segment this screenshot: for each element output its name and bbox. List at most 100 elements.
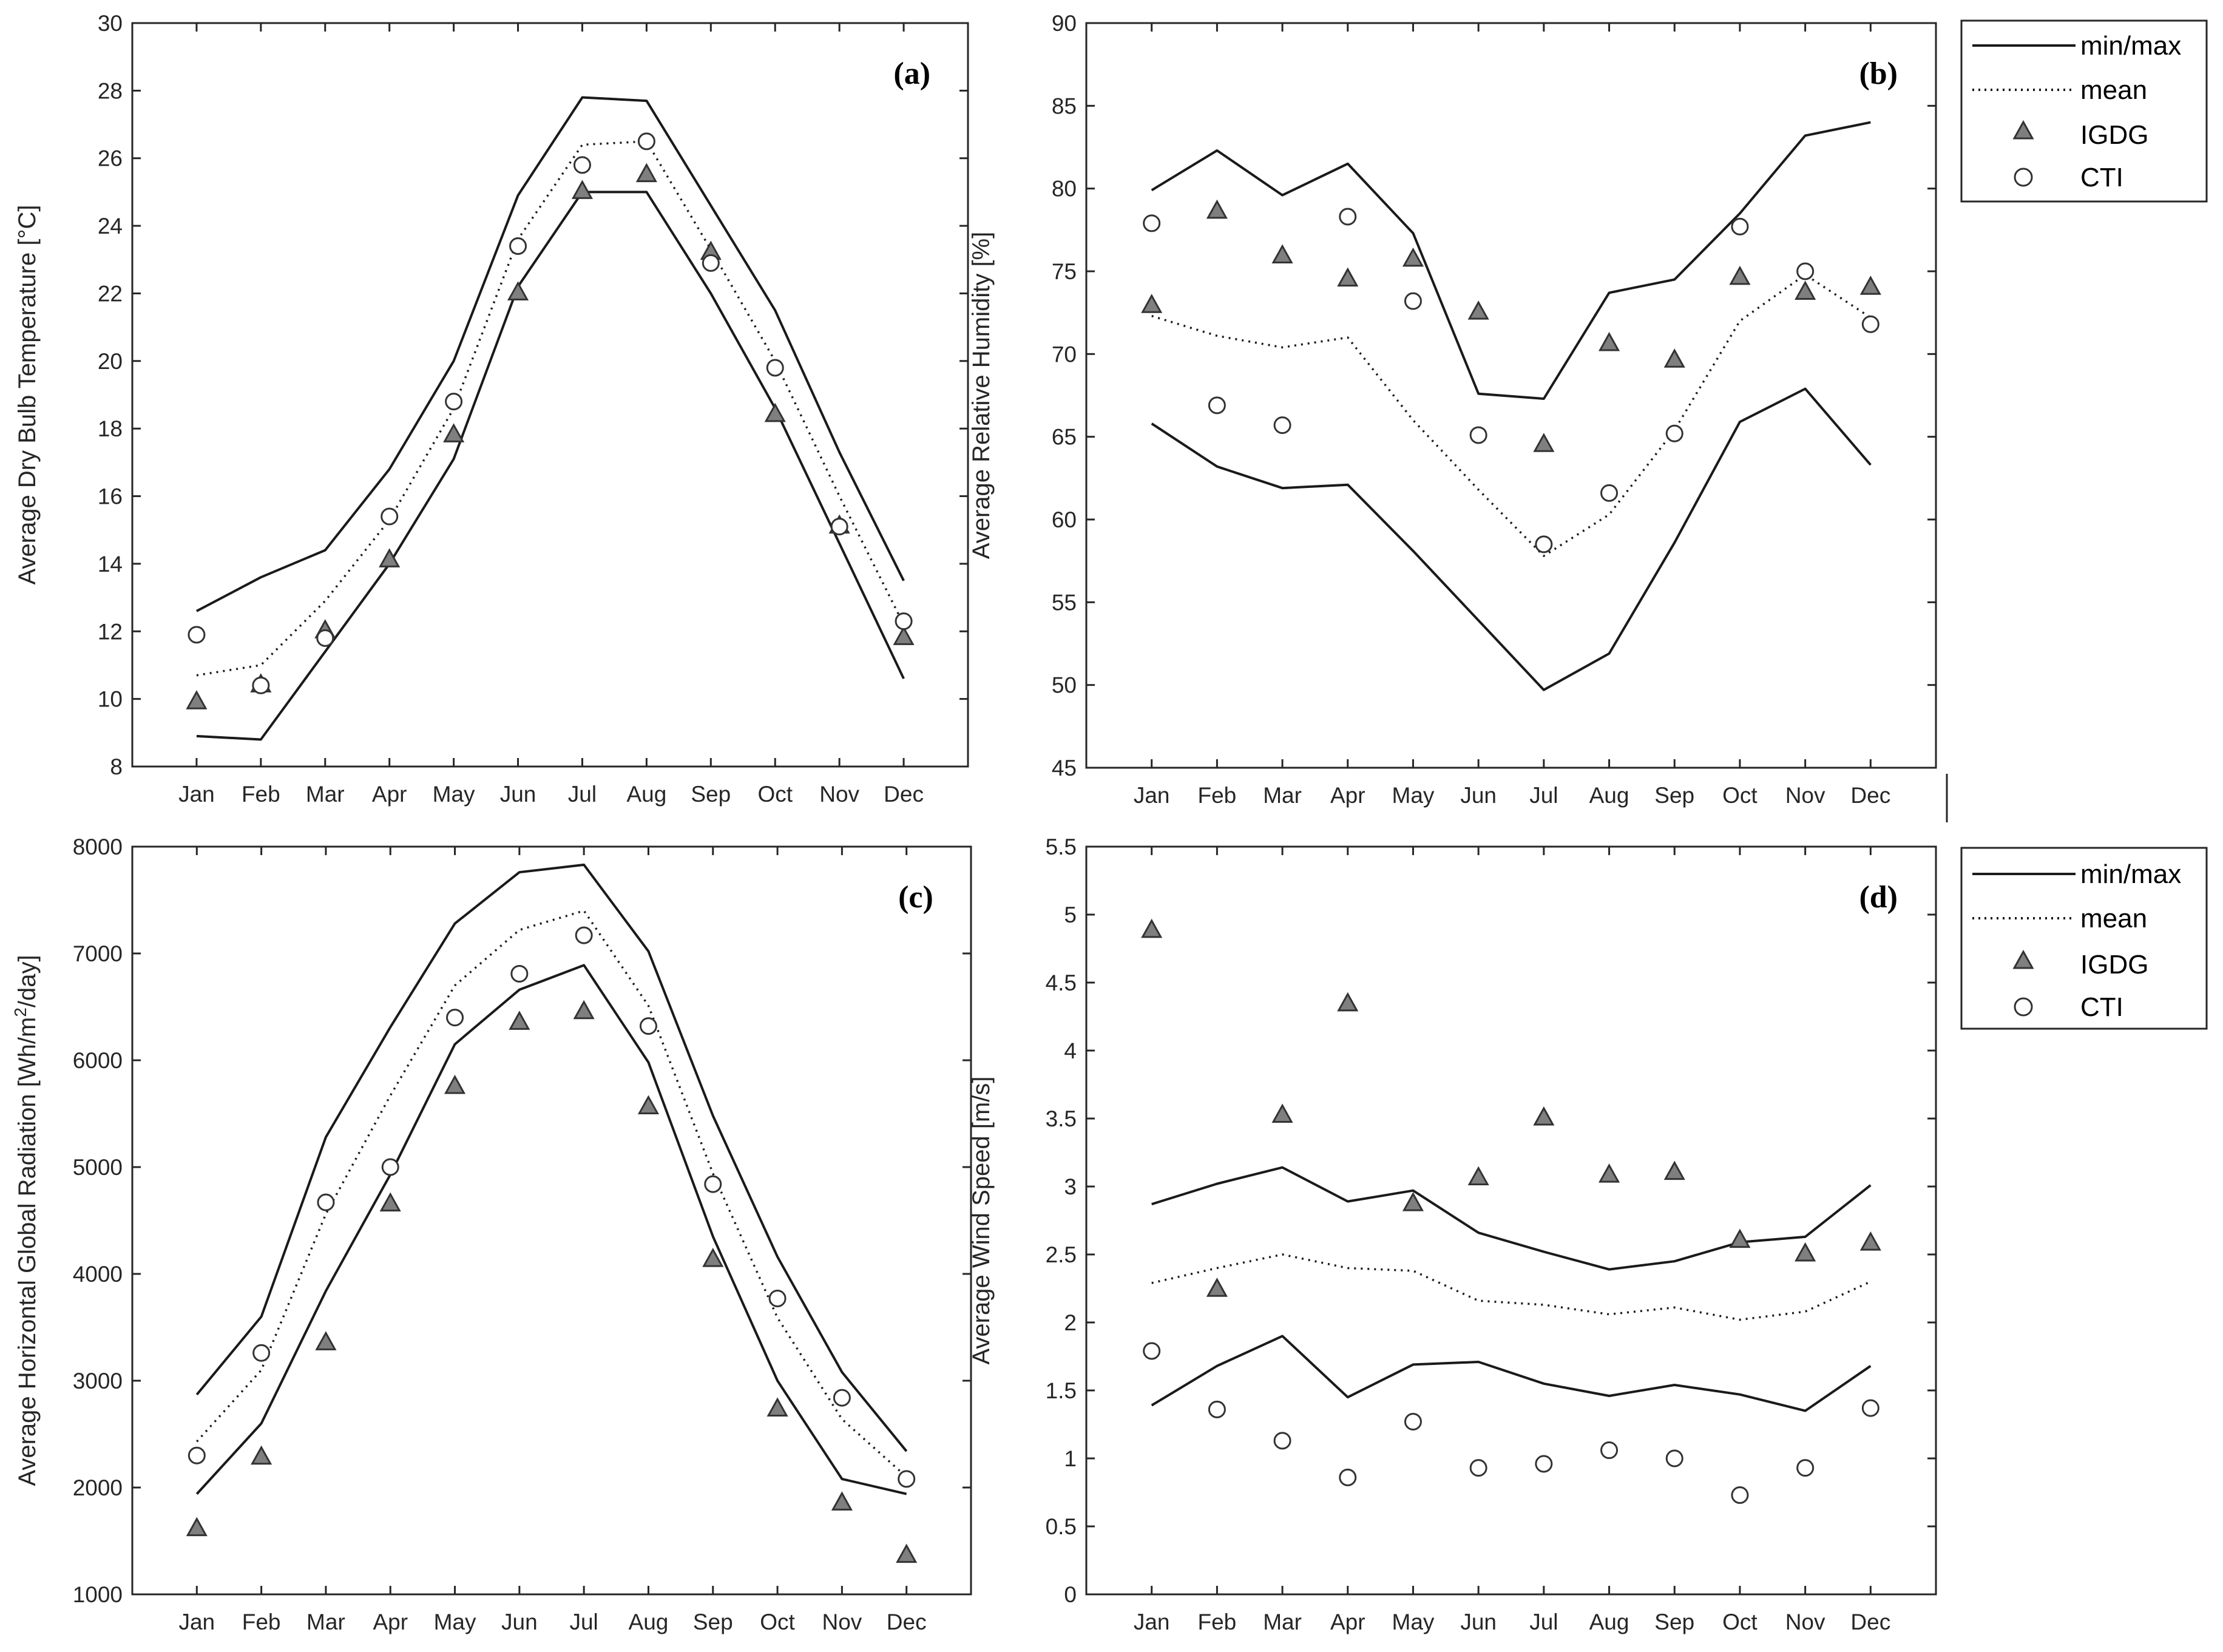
cti-marker-b	[1665, 424, 1683, 442]
y-tick-label-d: 1.5	[1046, 1378, 1077, 1403]
x-tick-label-c: Mar	[306, 1610, 345, 1634]
igdg-marker-c	[766, 1397, 788, 1417]
y-tick-label-b: 80	[1052, 177, 1077, 201]
x-tick-label-a: Dec	[884, 782, 924, 807]
cti-marker-c	[575, 926, 593, 944]
igdg-marker-d	[1271, 1103, 1293, 1123]
igdg-marker-d	[1141, 918, 1163, 938]
igdg-marker-b	[1598, 331, 1620, 351]
cti-marker-c	[833, 1389, 851, 1407]
x-tick-label-a: Feb	[242, 782, 280, 807]
y-tick-label-d: 4.5	[1046, 970, 1077, 995]
y-tick-label-c: 2000	[73, 1475, 123, 1500]
y-tick-label-a: 16	[98, 484, 123, 509]
y-tick-label-a: 18	[98, 416, 123, 441]
x-tick-label-c: Jul	[569, 1610, 598, 1634]
cti-marker-a	[637, 132, 655, 151]
y-tick-label-b: 65	[1052, 425, 1077, 450]
cti-marker-a	[573, 156, 591, 174]
y-tick-label-d: 5.5	[1046, 834, 1077, 859]
y-tick-label-b: 50	[1052, 673, 1077, 698]
igdg-marker-b	[1467, 300, 1489, 320]
igdg-marker-b	[1141, 294, 1163, 313]
series-min-line-d	[1151, 1335, 1872, 1412]
igdg-marker-d	[1859, 1231, 1881, 1251]
cti-marker-c	[510, 964, 529, 983]
x-tick-label-a: May	[433, 782, 475, 807]
cti-marker-d	[1208, 1400, 1226, 1418]
y-tick-label-b: 55	[1052, 590, 1077, 615]
x-tick-label-a: Jan	[178, 782, 215, 807]
panel-a: 8 10 12 14 16 18 20 22 24 26 28 30 Jan Feb Mar Apr May Ju…	[14, 11, 969, 807]
igdg-marker-b	[1533, 433, 1555, 452]
igdg-marker-a	[764, 402, 786, 422]
y-tick-label-b: 70	[1052, 342, 1077, 367]
igdg-marker-b	[1663, 348, 1685, 368]
x-tick-label-a: Jul	[568, 782, 597, 807]
y-tick-label-a: 8	[110, 754, 123, 779]
x-tick-label-d: Dec	[1850, 1610, 1890, 1634]
igdg-marker-c	[573, 1000, 595, 1020]
igdg-marker-d	[1729, 1228, 1751, 1248]
x-tick-label-d: Jun	[1460, 1610, 1497, 1634]
y-tick-label-d: 3	[1064, 1174, 1077, 1199]
panel-d: 0 0.5 1 1.5 2 2.5 3 3.5 4 4.5 5 5.5 Jan Feb Mar Apr May J…	[968, 834, 1937, 1634]
series-max-line-b	[1151, 121, 1871, 400]
y-tick-label-b: 85	[1052, 93, 1077, 118]
x-tick-label-b: Apr	[1330, 783, 1365, 808]
cti-marker-c	[704, 1175, 722, 1193]
x-tick-label-a: Apr	[372, 782, 407, 807]
cti-marker-b	[1339, 208, 1357, 226]
y-tick-label-b: 45	[1052, 756, 1077, 780]
cti-marker-a	[252, 676, 270, 694]
x-tick-label-c: Apr	[373, 1610, 408, 1634]
legend-d: min/max mean IGDG CTI	[1960, 847, 2208, 1030]
y-tick-label-a: 28	[98, 78, 123, 103]
y-tick-label-d: 2.5	[1046, 1242, 1077, 1267]
cti-marker-a	[316, 629, 334, 647]
panel-label-b: (b)	[1859, 56, 1898, 91]
x-tick-label-d: Jan	[1134, 1610, 1170, 1634]
x-tick-label-a: Nov	[819, 782, 859, 807]
igdg-marker-d	[1663, 1160, 1685, 1180]
series-min-line-b	[1151, 387, 1872, 691]
cti-marker-d	[1469, 1459, 1487, 1477]
cti-marker-a	[895, 612, 913, 631]
cti-marker-d	[1665, 1449, 1683, 1468]
series-mean-line-b	[1151, 273, 1872, 557]
x-tick-label-c: Jun	[501, 1610, 538, 1634]
series-min-line-c	[195, 964, 907, 1495]
x-tick-label-d: Sep	[1654, 1610, 1694, 1634]
cti-marker-b	[1535, 535, 1553, 553]
y-tick-label-a: 20	[98, 349, 123, 374]
igdg-marker-d	[1533, 1106, 1555, 1126]
y-axis-title-d: Average Wind Speed [m/s]	[968, 1076, 995, 1364]
igdg-marker-a	[443, 423, 465, 442]
x-tick-label-b: Jan	[1134, 783, 1170, 808]
igdg-marker-c	[251, 1445, 272, 1465]
igdg-marker-a	[571, 180, 594, 199]
x-tick-label-b: Mar	[1263, 783, 1302, 808]
cti-marker-b	[1796, 262, 1815, 280]
series-max-line-a	[195, 96, 905, 612]
y-tick-label-a: 10	[98, 687, 123, 712]
x-tick-label-d: Feb	[1198, 1610, 1237, 1634]
x-tick-label-b: Feb	[1198, 783, 1237, 808]
y-axis-title-a: Average Dry Bulb Temperature [°C]	[14, 205, 41, 585]
y-tick-label-a: 22	[98, 281, 123, 306]
panel-label-a: (a)	[893, 56, 930, 91]
y-tick-label-c: 8000	[73, 834, 123, 859]
igdg-marker-b	[1795, 280, 1816, 300]
y-axis-title-c: Average Horizontal Global Radiation [Wh/…	[11, 955, 41, 1486]
cti-marker-b	[1469, 426, 1487, 444]
x-tick-label-d: Apr	[1330, 1610, 1365, 1634]
y-tick-label-a: 14	[98, 552, 123, 577]
cti-marker-b	[1600, 484, 1619, 502]
cti-marker-b	[1404, 292, 1422, 310]
legend-b-box	[1960, 19, 2208, 203]
y-tick-label-a: 30	[98, 11, 123, 36]
igdg-marker-a	[893, 626, 915, 645]
igdg-marker-d	[1402, 1192, 1424, 1211]
igdg-marker-a	[379, 548, 401, 567]
cti-marker-d	[1600, 1441, 1619, 1460]
